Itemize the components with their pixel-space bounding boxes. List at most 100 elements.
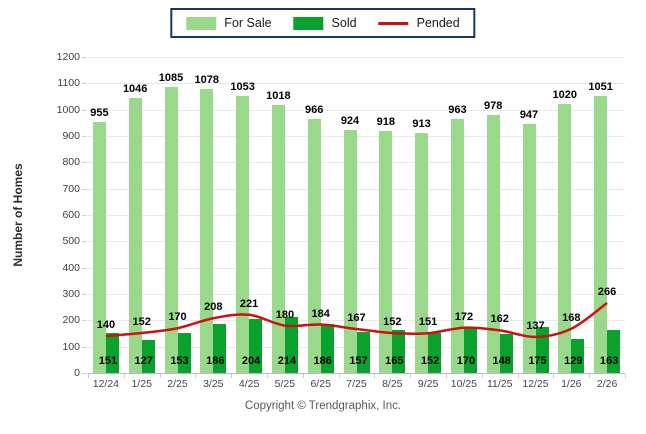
y-tick-label: 1100 <box>57 77 80 90</box>
sold-value-label: 165 <box>385 355 404 367</box>
forsale-bar <box>379 131 393 373</box>
x-category-label: 7/25 <box>346 378 367 390</box>
x-category-label: 6/25 <box>310 378 331 390</box>
y-tick-mark <box>82 241 87 243</box>
x-tick-mark <box>302 374 304 378</box>
legend: For Sale Sold Pended <box>170 8 476 38</box>
pended-value-label: 221 <box>239 297 259 310</box>
gridline <box>88 83 625 85</box>
sold-bar <box>105 333 119 373</box>
pended-value-label: 151 <box>418 316 438 329</box>
x-tick-mark <box>195 374 197 378</box>
sold-bar <box>463 328 477 373</box>
forsale-bar <box>271 104 285 373</box>
gridline <box>88 267 625 269</box>
pended-value-label: 137 <box>526 319 545 332</box>
sold-swatch-icon <box>293 16 324 30</box>
x-category-label: 4/25 <box>238 378 260 390</box>
y-tick-mark <box>82 188 87 190</box>
sold-value-label: 127 <box>134 355 153 367</box>
y-tick-label: 300 <box>62 288 80 300</box>
forsale-value-label: 963 <box>448 104 467 117</box>
legend-label-sold: Sold <box>331 16 357 30</box>
y-tick-mark <box>82 57 87 58</box>
forsale-value-label: 1020 <box>552 89 578 102</box>
y-tick-label: 0 <box>74 367 80 379</box>
pended-value-label: 172 <box>454 310 474 323</box>
forsale-value-label: 924 <box>340 114 360 127</box>
gridline <box>88 241 625 243</box>
legend-item-for-sale: For Sale <box>186 16 272 30</box>
y-tick-label: 200 <box>62 314 80 327</box>
plot-area: 955 151 140 1046 127 152 1085 153 170 1078 186 208 1… <box>88 57 625 374</box>
sold-value-label: 157 <box>349 355 368 367</box>
pended-value-label: 168 <box>562 311 581 324</box>
x-category-label: 9/25 <box>417 378 439 390</box>
sold-bar <box>535 326 549 373</box>
forsale-value-label: 1078 <box>194 74 220 87</box>
sold-bar <box>141 339 155 373</box>
y-tick-mark <box>82 109 87 111</box>
gridline <box>88 109 625 111</box>
x-tick-mark <box>159 374 161 378</box>
pended-value-label: 266 <box>597 285 617 298</box>
x-tick-mark <box>481 374 483 378</box>
forsale-bar <box>200 89 214 373</box>
pended-value-label: 167 <box>347 312 366 325</box>
sold-bar <box>499 334 513 373</box>
forsale-bar <box>486 115 500 373</box>
x-category-label: 2/25 <box>167 378 188 390</box>
sold-value-label: 152 <box>420 355 440 367</box>
y-tick-mark <box>82 346 87 348</box>
x-tick-mark <box>338 374 340 378</box>
y-tick-mark <box>82 83 87 85</box>
legend-label-pended: Pended <box>416 16 460 30</box>
forsale-value-label: 966 <box>305 103 324 116</box>
sold-value-label: 186 <box>313 355 332 367</box>
forsale-bar <box>522 123 536 373</box>
sold-bar <box>320 324 334 373</box>
sold-value-label: 204 <box>241 355 261 367</box>
sold-bar <box>213 324 227 373</box>
forsale-bar <box>164 87 178 373</box>
pended-value-label: 184 <box>311 307 330 320</box>
x-tick-mark <box>374 374 376 378</box>
sold-bar <box>249 319 263 373</box>
forsale-bar <box>450 119 464 373</box>
pended-value-label: 170 <box>168 311 187 324</box>
x-tick-mark <box>517 374 519 378</box>
gridline <box>88 57 625 58</box>
sold-value-label: 163 <box>599 355 619 367</box>
forsale-bar <box>343 129 357 373</box>
copyright-text: Copyright © Trendgraphix, Inc. <box>244 400 402 412</box>
sold-value-label: 170 <box>456 355 476 367</box>
y-tick-mark <box>82 320 87 322</box>
sold-value-label: 214 <box>277 355 297 367</box>
x-category-label: 12/25 <box>522 378 549 390</box>
sold-bar <box>392 329 406 373</box>
forsale-bar <box>415 132 429 373</box>
x-category-label: 1/26 <box>561 378 582 390</box>
y-axis-title: Number of Homes <box>11 163 25 267</box>
x-category-label: 1/25 <box>131 378 152 390</box>
legend-label-for-sale: For Sale <box>224 16 272 30</box>
sold-bar <box>284 316 298 373</box>
x-tick-mark <box>446 374 447 378</box>
forsale-value-label: 1085 <box>158 72 184 85</box>
forsale-value-label: 955 <box>90 106 109 119</box>
sold-value-label: 151 <box>98 355 118 367</box>
sold-bar <box>607 330 621 373</box>
forsale-value-label: 918 <box>376 116 395 129</box>
legend-item-sold: Sold <box>293 16 357 30</box>
x-category-label: 8/25 <box>382 378 403 390</box>
x-category-label: 12/24 <box>92 378 120 390</box>
y-tick-label: 500 <box>62 235 80 248</box>
x-tick-mark <box>123 374 125 378</box>
x-tick-mark <box>88 374 89 378</box>
x-tick-mark <box>589 374 591 378</box>
pended-value-label: 162 <box>490 313 509 326</box>
y-tick-label: 100 <box>62 340 80 353</box>
x-category-label: 11/25 <box>486 378 513 390</box>
y-tick-label: 800 <box>62 156 80 169</box>
x-category-label: 10/25 <box>450 378 478 390</box>
